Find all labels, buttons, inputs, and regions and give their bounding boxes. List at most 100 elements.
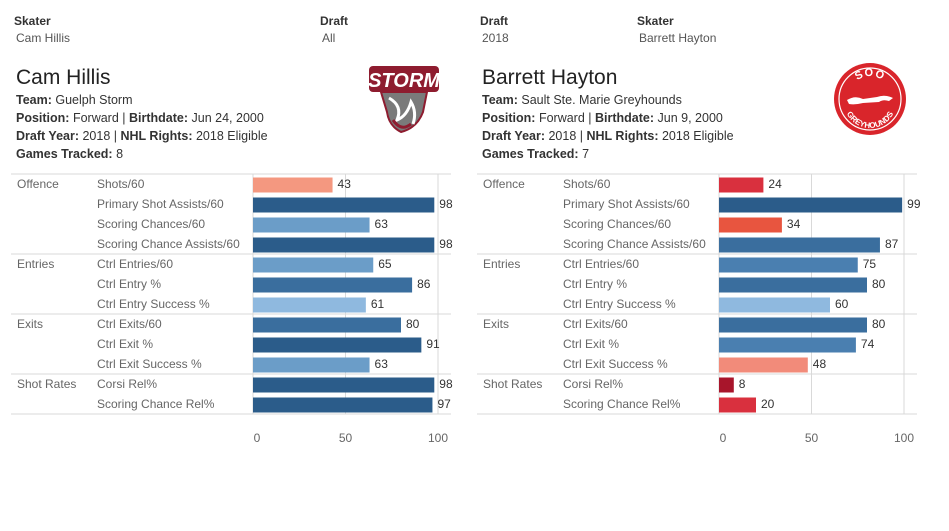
metric-label: Ctrl Exit Success % bbox=[563, 357, 668, 371]
data-label: 61 bbox=[371, 297, 385, 311]
metrics-chart-right: Offence Shots/60 24 Primary Shot Assists/60… bbox=[477, 173, 921, 442]
bar[interactable] bbox=[253, 357, 370, 373]
metric-label: Scoring Chance Rel% bbox=[563, 397, 681, 411]
player-name: Cam Hillis bbox=[16, 66, 111, 89]
metric-label: Ctrl Exit Success % bbox=[97, 357, 202, 371]
metric-label: Scoring Chance Rel% bbox=[97, 397, 215, 411]
filter-label: Draft bbox=[320, 14, 349, 28]
filter-label: Skater bbox=[14, 14, 51, 28]
games-tracked-label: Games Tracked: bbox=[16, 147, 113, 161]
filter-label: Draft bbox=[480, 14, 509, 28]
bar[interactable] bbox=[253, 297, 366, 313]
data-label: 99 bbox=[907, 197, 921, 211]
data-label: 34 bbox=[787, 217, 801, 231]
metrics-chart-left: Offence Shots/60 43 Primary Shot Assists/60… bbox=[11, 173, 453, 442]
nhl-rights-value: 2018 Eligible bbox=[195, 129, 268, 143]
bar[interactable] bbox=[719, 317, 867, 333]
birthdate-label: Birthdate: bbox=[129, 111, 189, 125]
tick-label: 50 bbox=[339, 431, 353, 442]
data-label: 91 bbox=[426, 337, 440, 351]
player-panel-left: Cam Hillis Team: Guelph Storm Position: … bbox=[11, 0, 481, 531]
data-label: 8 bbox=[739, 377, 746, 391]
bar[interactable] bbox=[253, 337, 422, 353]
metric-label: Shots/60 bbox=[97, 177, 145, 191]
metric-label: Corsi Rel% bbox=[97, 377, 157, 391]
bar[interactable] bbox=[719, 197, 903, 213]
draft-line: Draft Year: 2018 | NHL Rights: 2018 Elig… bbox=[482, 129, 734, 143]
metric-label: Ctrl Exit % bbox=[97, 337, 153, 351]
data-label: 80 bbox=[406, 317, 420, 331]
birthdate-value: Jun 24, 2000 bbox=[191, 111, 264, 125]
bar[interactable] bbox=[253, 377, 435, 393]
filter-value[interactable]: 2018 bbox=[482, 31, 509, 45]
bar[interactable] bbox=[719, 357, 808, 373]
group-label: Shot Rates bbox=[483, 377, 542, 391]
metric-label: Shots/60 bbox=[563, 177, 611, 191]
bar[interactable] bbox=[253, 317, 401, 333]
metric-label: Primary Shot Assists/60 bbox=[563, 197, 690, 211]
tick-label: 100 bbox=[428, 431, 448, 442]
team-value: Sault Ste. Marie Greyhounds bbox=[521, 93, 682, 107]
nhl-rights-value: 2018 Eligible bbox=[661, 129, 734, 143]
bar[interactable] bbox=[719, 217, 782, 233]
data-label: 98 bbox=[439, 197, 453, 211]
bar[interactable] bbox=[719, 397, 756, 413]
data-label: 98 bbox=[439, 377, 453, 391]
bar[interactable] bbox=[719, 377, 734, 393]
player-panel-right: Barrett Hayton Team: Sault Ste. Marie Gr… bbox=[477, 0, 947, 531]
metric-label: Ctrl Entries/60 bbox=[97, 257, 173, 271]
data-label: 48 bbox=[813, 357, 827, 371]
data-label: 60 bbox=[835, 297, 849, 311]
filter-value[interactable]: Cam Hillis bbox=[16, 31, 70, 45]
nhl-rights-label: NHL Rights: bbox=[586, 129, 659, 143]
bar[interactable] bbox=[253, 177, 333, 193]
bar[interactable] bbox=[253, 237, 435, 253]
metric-label: Corsi Rel% bbox=[563, 377, 623, 391]
metric-label: Scoring Chances/60 bbox=[97, 217, 205, 231]
bar[interactable] bbox=[253, 217, 370, 233]
bar[interactable] bbox=[719, 297, 830, 313]
draft-year-label: Draft Year: bbox=[482, 129, 545, 143]
bar[interactable] bbox=[253, 397, 433, 413]
filter-label: Skater bbox=[637, 14, 674, 28]
tick-label: 0 bbox=[254, 431, 261, 442]
team-line: Team: Guelph Storm bbox=[16, 93, 133, 107]
games-line: Games Tracked: 8 bbox=[16, 147, 123, 161]
filter-value[interactable]: Barrett Hayton bbox=[639, 31, 717, 45]
team-line: Team: Sault Ste. Marie Greyhounds bbox=[482, 93, 682, 107]
bar[interactable] bbox=[253, 277, 413, 293]
logo-text-top: SOO bbox=[853, 67, 886, 83]
logo-text: STORM bbox=[368, 70, 441, 92]
data-label: 87 bbox=[885, 237, 899, 251]
tick-label: 100 bbox=[894, 431, 914, 442]
bar[interactable] bbox=[719, 177, 764, 193]
bar[interactable] bbox=[253, 257, 374, 273]
bar[interactable] bbox=[253, 197, 435, 213]
data-label: 20 bbox=[761, 397, 775, 411]
games-line: Games Tracked: 7 bbox=[482, 147, 589, 161]
bar[interactable] bbox=[719, 237, 880, 253]
svg-text:SOO: SOO bbox=[853, 67, 887, 83]
bar[interactable] bbox=[719, 257, 858, 273]
group-label: Entries bbox=[483, 257, 520, 271]
position-line: Position: Forward | Birthdate: Jun 24, 2… bbox=[16, 111, 264, 125]
metric-label: Scoring Chance Assists/60 bbox=[563, 237, 706, 251]
data-label: 86 bbox=[417, 277, 431, 291]
filter-value[interactable]: All bbox=[322, 31, 336, 45]
data-label: 63 bbox=[375, 217, 389, 231]
games-tracked-value: 8 bbox=[116, 147, 124, 161]
data-label: 74 bbox=[861, 337, 875, 351]
group-label: Offence bbox=[483, 177, 525, 191]
metric-label: Ctrl Exits/60 bbox=[563, 317, 628, 331]
metric-label: Scoring Chance Assists/60 bbox=[97, 237, 240, 251]
data-label: 43 bbox=[338, 177, 352, 191]
data-label: 75 bbox=[863, 257, 877, 271]
position-label: Position: bbox=[482, 111, 536, 125]
metric-label: Ctrl Entry % bbox=[97, 277, 161, 291]
metric-label: Ctrl Exit % bbox=[563, 337, 619, 351]
data-label: 80 bbox=[872, 317, 886, 331]
birthdate-value: Jun 9, 2000 bbox=[657, 111, 723, 125]
bar[interactable] bbox=[719, 277, 867, 293]
bar[interactable] bbox=[719, 337, 856, 353]
position-value: Forward bbox=[72, 111, 119, 125]
